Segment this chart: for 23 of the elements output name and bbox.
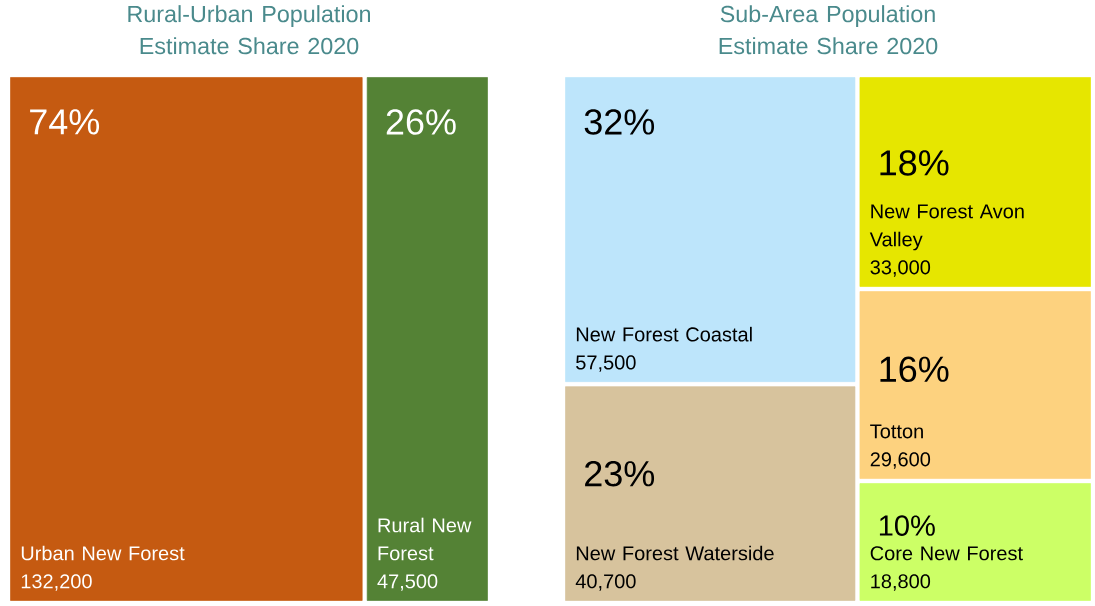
data-label: 47,500 [377,574,438,591]
data-label: 29,600 [870,452,931,469]
category-label: Core New Forest [870,546,1023,561]
category-label: Urban New Forest [21,545,185,561]
data-label: 74% [30,109,100,135]
category-label: Totton [870,424,923,439]
category-label: New Forest Avon Valley [869,204,1024,251]
data-label: 26% [386,109,456,135]
data-label: 10% [879,515,935,536]
data-label: 33,000 [870,260,931,277]
text: Rural-Urban Population Estimate Share 2020 [128,5,370,55]
data-label: 18% [880,150,949,176]
data-label: 132,200 [21,574,92,591]
data-label: 18,800 [871,574,931,591]
data-label: 32% [584,109,655,135]
category-label: New Forest Coastal [576,326,752,342]
data-label: 16% [880,356,949,382]
data-label: 40,700 [575,574,636,591]
text: Sub-Area Population Estimate Share 2020 [719,5,938,55]
category-label: New Forest Waterside [576,545,774,561]
category-label: Rural New Forest [378,517,472,561]
data-label: 23% [585,461,655,487]
data-label: 57,500 [576,355,636,372]
